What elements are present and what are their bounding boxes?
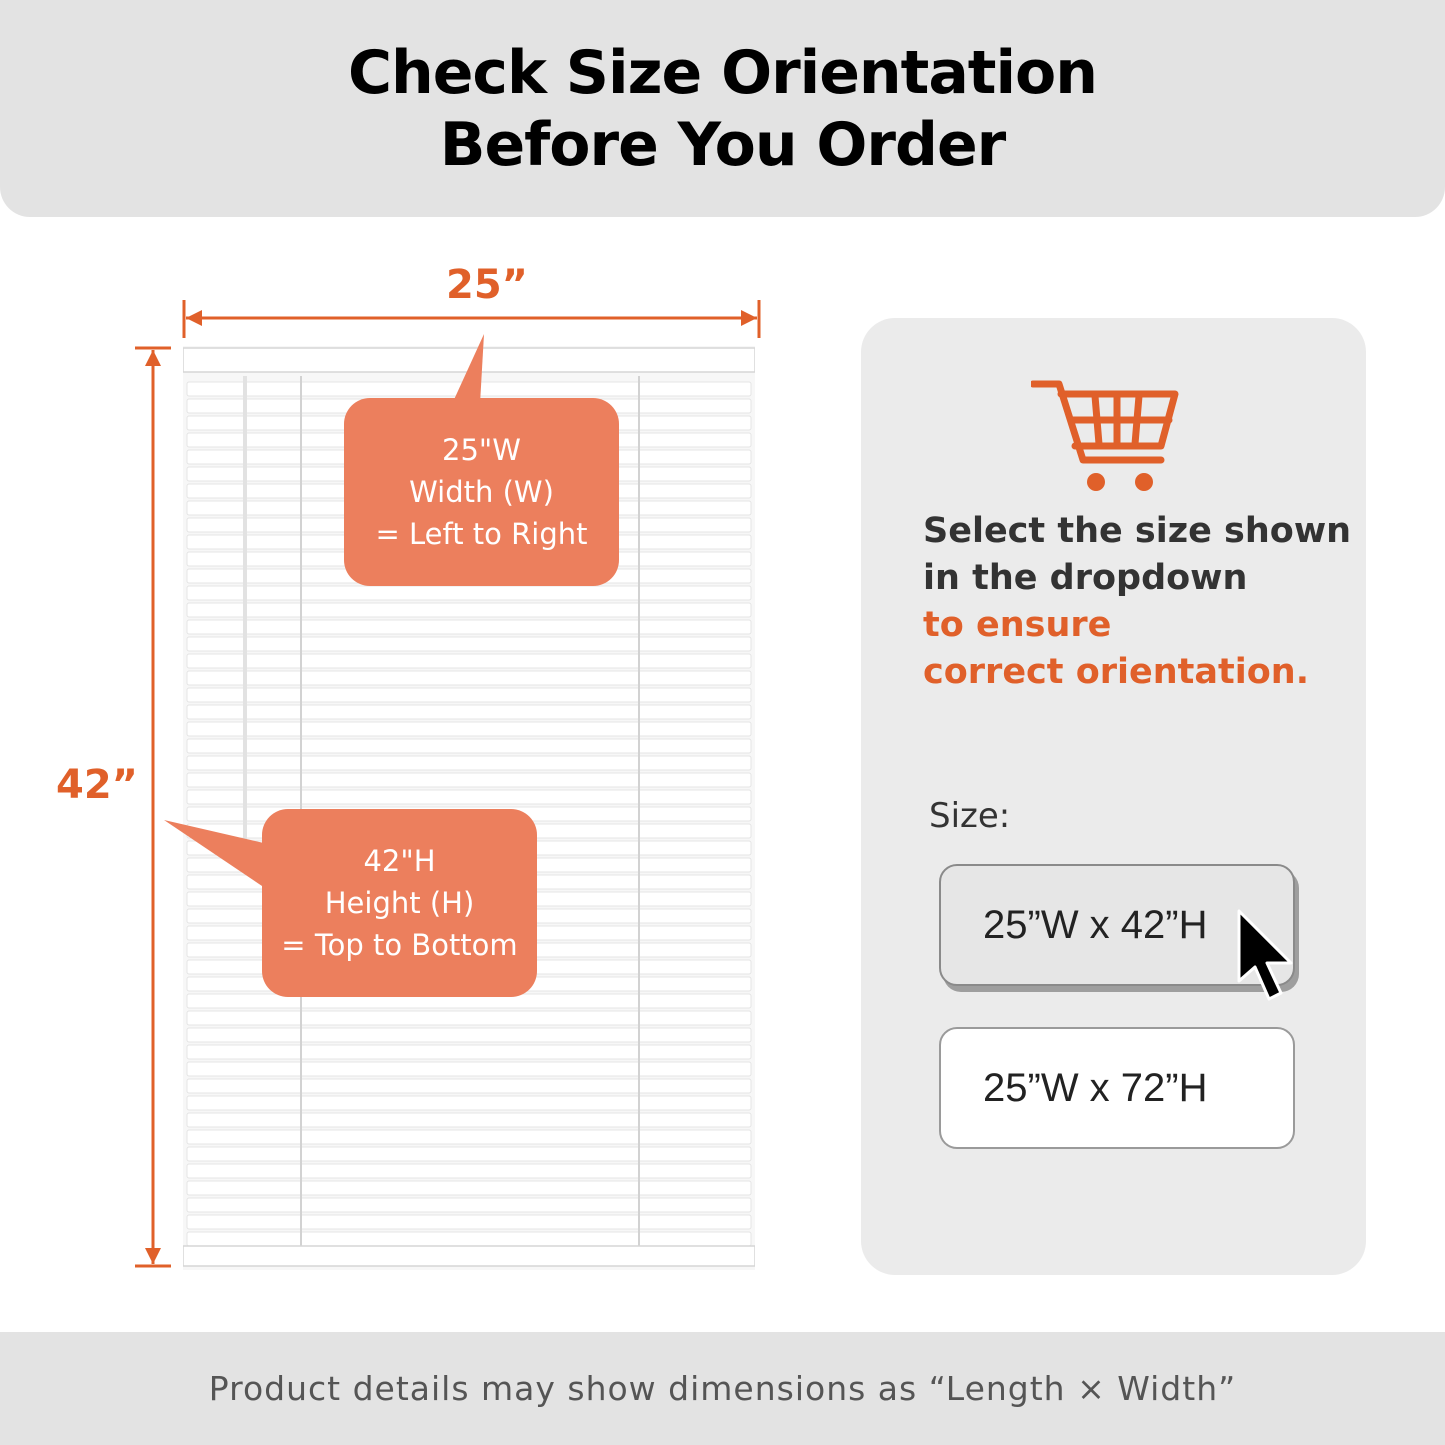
blind-slat bbox=[186, 755, 752, 771]
blind-slat bbox=[186, 1180, 752, 1196]
blind-slat bbox=[186, 585, 752, 601]
width-callout-bubble: 25"W Width (W) = Left to Right bbox=[344, 398, 619, 586]
blind-slat bbox=[186, 670, 752, 686]
blind-slat bbox=[186, 1129, 752, 1145]
blind-slat bbox=[186, 721, 752, 737]
blind-slat bbox=[186, 636, 752, 652]
blind-slat bbox=[186, 619, 752, 635]
footer-note-bar: Product details may show dimensions as “… bbox=[0, 1332, 1445, 1445]
blind-slat bbox=[186, 704, 752, 720]
instruction-line-2: in the dropdown bbox=[923, 558, 1248, 598]
instruction-accent-line-1: to ensure bbox=[923, 605, 1112, 645]
blind-slat bbox=[186, 1095, 752, 1111]
blind-slat bbox=[186, 1078, 752, 1094]
blind-slat bbox=[186, 1112, 752, 1128]
width-dimension-arrow bbox=[182, 300, 761, 338]
instruction-line-1: Select the size shown bbox=[923, 511, 1352, 551]
blind-slat bbox=[186, 1231, 752, 1247]
width-bubble-line-2: Width (W) bbox=[409, 475, 554, 509]
instruction-accent-line-2: correct orientation. bbox=[923, 652, 1310, 692]
footer-note: Product details may show dimensions as “… bbox=[208, 1369, 1237, 1408]
blind-slat bbox=[186, 1146, 752, 1162]
blind-slat bbox=[186, 738, 752, 754]
height-dimension-arrow bbox=[135, 346, 171, 1268]
page-title-line-1: Check Size Orientation bbox=[347, 37, 1098, 108]
blind-slat bbox=[186, 653, 752, 669]
instruction-text: Select the size shown in the dropdown to… bbox=[923, 508, 1353, 696]
height-bubble-line-1: 42"H bbox=[363, 844, 436, 878]
page-title-line-2: Before You Order bbox=[439, 109, 1007, 180]
blind-slat bbox=[186, 602, 752, 618]
size-selection-panel: Select the size shown in the dropdown to… bbox=[861, 318, 1366, 1275]
size-option-selected[interactable]: 25”W x 42”H bbox=[939, 864, 1295, 986]
height-bubble-line-3: = Top to Bottom bbox=[281, 928, 518, 962]
size-option[interactable]: 25”W x 72”H bbox=[939, 1027, 1295, 1149]
blind-slat bbox=[186, 1197, 752, 1213]
height-bubble-tail bbox=[164, 820, 268, 890]
blind-slat bbox=[186, 1163, 752, 1179]
blind-slat bbox=[186, 1044, 752, 1060]
width-bubble-line-1: 25"W bbox=[442, 433, 521, 467]
width-bubble-tail bbox=[452, 334, 484, 404]
height-label: 42” bbox=[56, 762, 138, 808]
header-banner: Check Size Orientation Before You Order bbox=[0, 0, 1445, 217]
mouse-pointer-icon bbox=[1237, 909, 1293, 1001]
blind-slat bbox=[186, 772, 752, 788]
size-label: Size: bbox=[929, 796, 1011, 836]
shopping-cart-icon bbox=[1031, 380, 1179, 491]
blind-slat bbox=[186, 789, 752, 805]
blind-slat bbox=[186, 1010, 752, 1026]
height-callout-bubble: 42"H Height (H) = Top to Bottom bbox=[262, 809, 537, 997]
blind-slat bbox=[186, 687, 752, 703]
blind-slat bbox=[186, 1061, 752, 1077]
height-bubble-line-2: Height (H) bbox=[324, 886, 475, 920]
width-bubble-line-3: = Left to Right bbox=[375, 517, 588, 551]
blind-slat bbox=[186, 1214, 752, 1230]
blind-slat bbox=[186, 1027, 752, 1043]
width-label: 25” bbox=[446, 262, 528, 308]
